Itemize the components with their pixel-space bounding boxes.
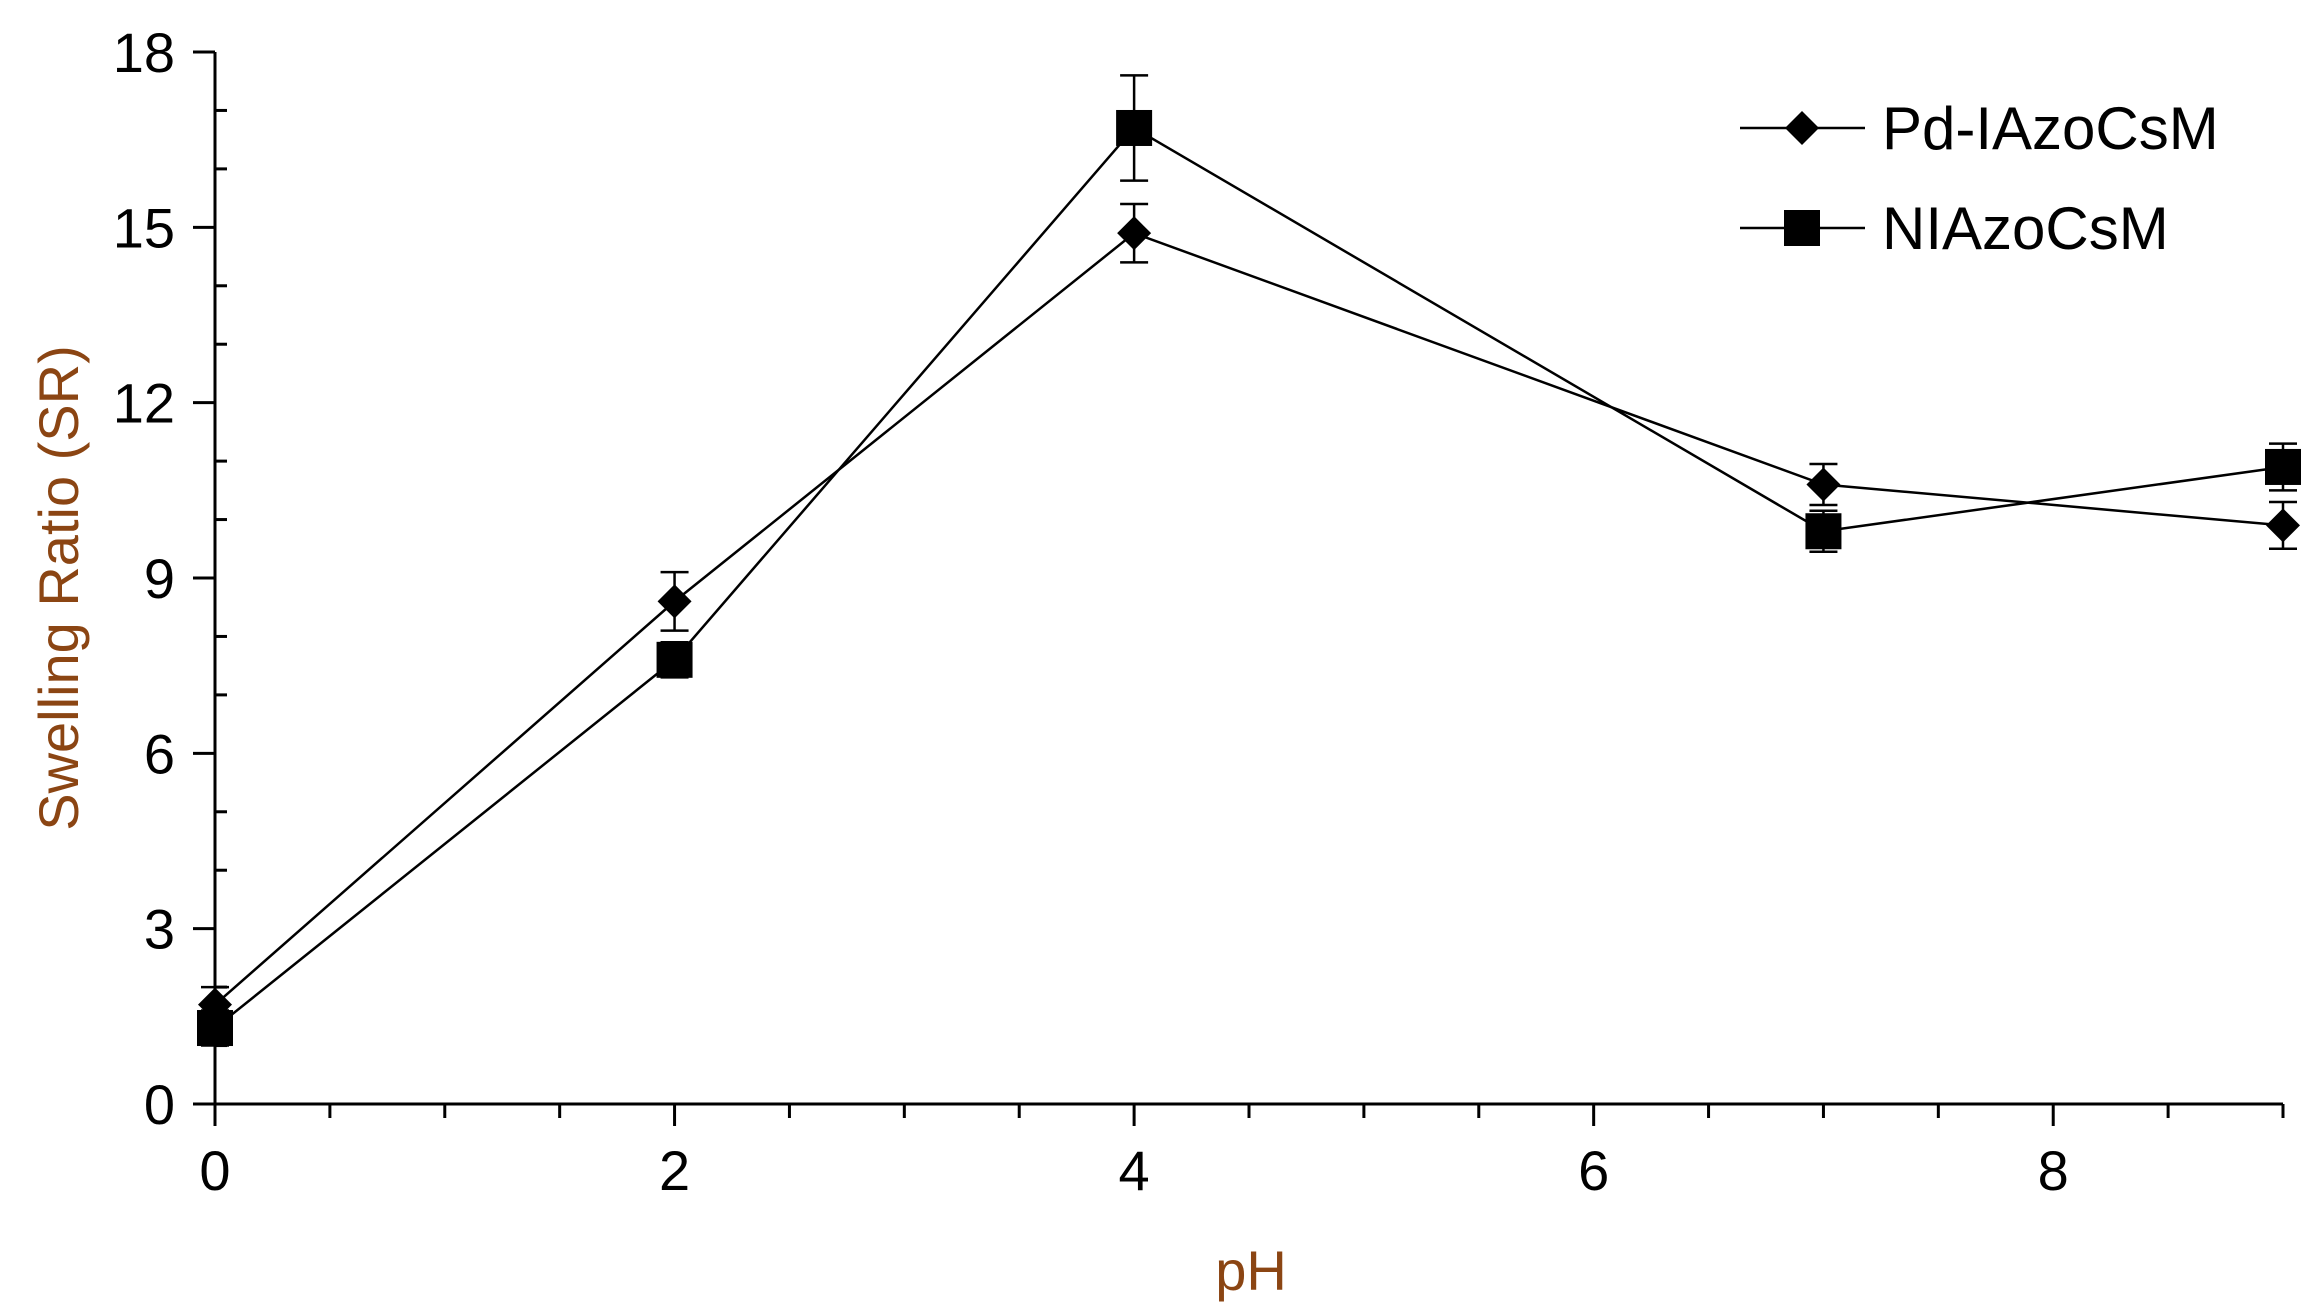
data-point [1117, 216, 1152, 251]
data-point [656, 641, 693, 678]
legend-marker [1784, 210, 1820, 246]
series-layer [197, 74, 2301, 1047]
x-tick-label: 6 [1578, 1139, 1609, 1202]
data-point [1805, 513, 1842, 550]
data-point [657, 584, 692, 619]
data-point [2266, 508, 2300, 543]
y-axis-ticks: 0 3 6 9 12 15 18 [113, 21, 227, 1136]
x-tick-label: 2 [659, 1139, 690, 1202]
legend-item: Pd-IAzoCsM [1740, 95, 2219, 162]
x-tick-label: 4 [1119, 1139, 1150, 1202]
y-tick-label: 0 [144, 1073, 175, 1136]
data-point [1116, 109, 1153, 146]
series-line [214, 126, 2284, 1029]
legend-marker [1785, 111, 1819, 145]
data-point [2265, 448, 2301, 485]
data-point [1806, 467, 1841, 502]
y-axis-title: Swelling Ratio (SR) [27, 345, 90, 831]
y-tick-label: 6 [144, 722, 175, 785]
y-tick-label: 12 [113, 372, 175, 435]
legend-item: NIAzoCsM [1740, 195, 2169, 262]
legend: Pd-IAzoCsM NIAzoCsM [1740, 95, 2219, 262]
series-NIAzoCsM [197, 74, 2301, 1047]
x-axis-ticks: 0 2 4 6 8 [199, 1104, 2285, 1202]
y-tick-label: 9 [144, 547, 175, 610]
x-tick-label: 0 [199, 1139, 230, 1202]
legend-label: Pd-IAzoCsM [1882, 95, 2219, 162]
x-tick-label: 8 [2038, 1139, 2069, 1202]
series-Pd-IAzoCsM [198, 202, 2300, 1024]
legend-label: NIAzoCsM [1882, 195, 2169, 262]
data-point [197, 1010, 233, 1047]
axes: 0 3 6 9 12 15 18 0 2 4 6 8 [113, 21, 2285, 1202]
y-tick-label: 15 [113, 196, 175, 259]
y-tick-label: 3 [144, 898, 175, 961]
y-tick-label: 18 [113, 21, 175, 84]
x-axis-title: pH [1215, 1239, 1287, 1302]
series-line [214, 231, 2284, 1006]
